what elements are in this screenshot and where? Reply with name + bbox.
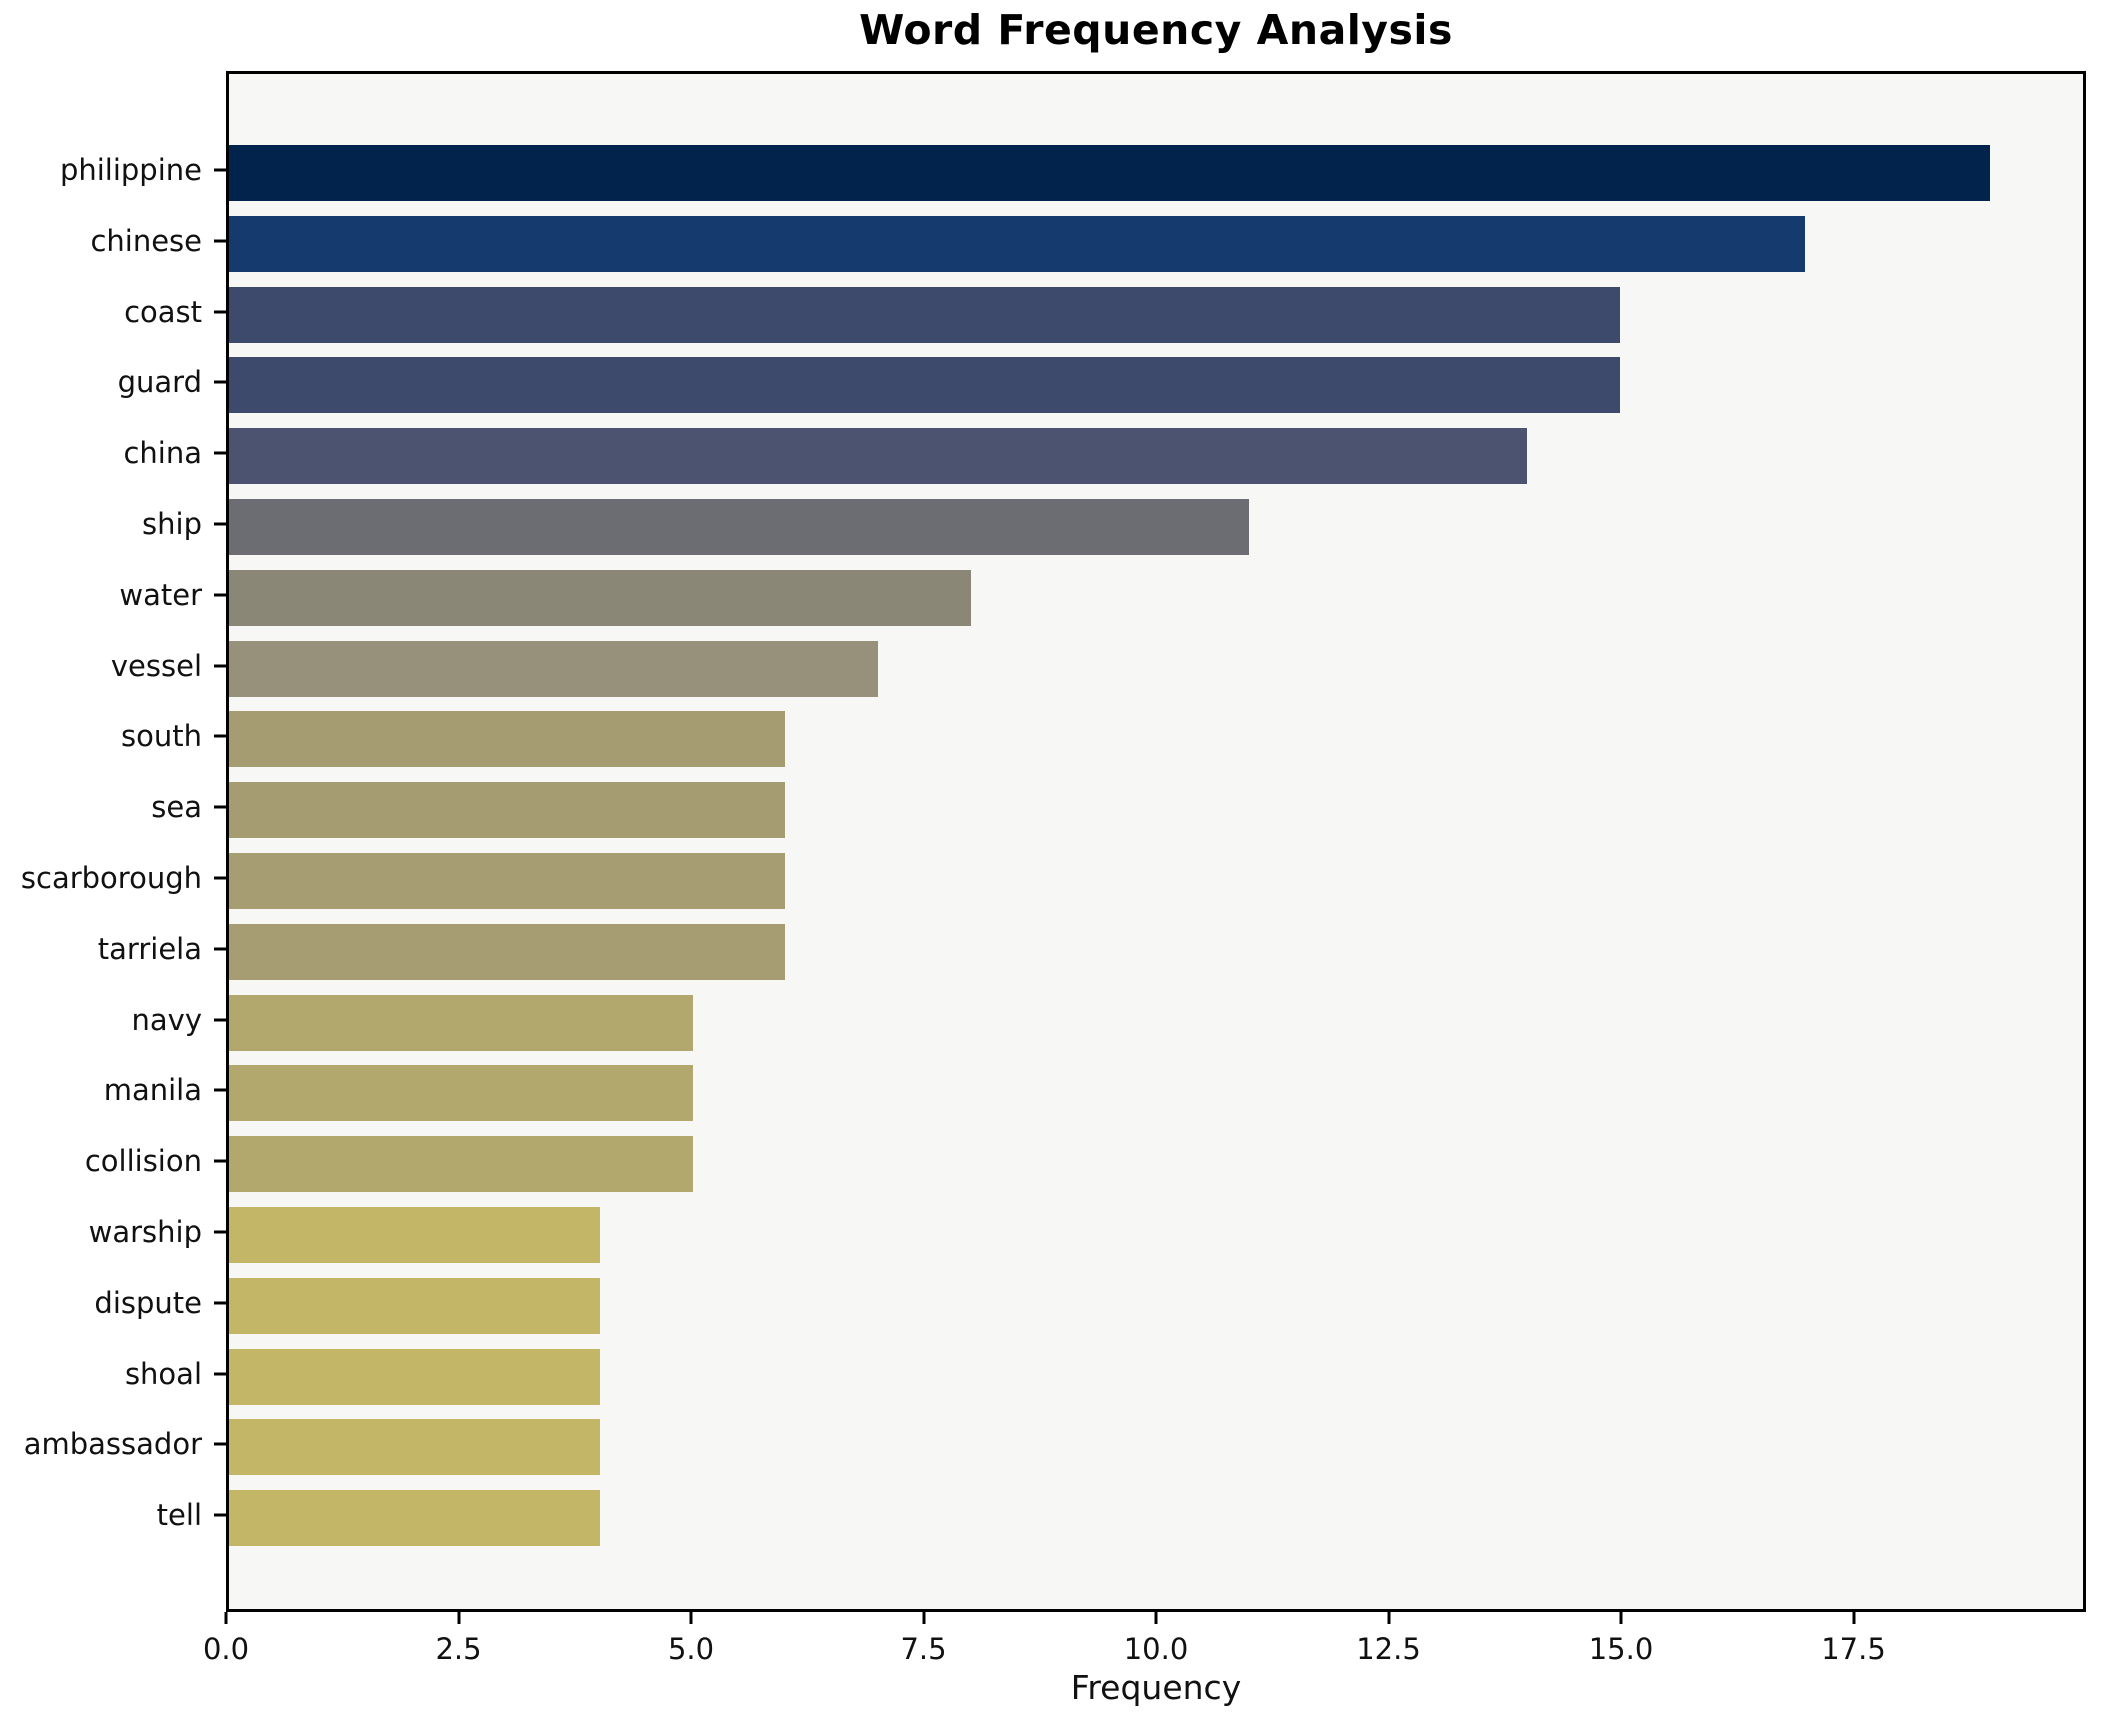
x-tick-mark xyxy=(457,1612,460,1624)
bar-tell xyxy=(229,1490,600,1547)
y-tick-label-ship: ship xyxy=(142,507,202,541)
bar-ambassador xyxy=(229,1419,600,1476)
y-tick-mark xyxy=(214,380,226,384)
y-tick-label-chinese: chinese xyxy=(90,223,202,258)
y-tick-mark xyxy=(214,310,226,314)
x-tick-mark xyxy=(224,1612,228,1624)
y-tick-mark xyxy=(214,1301,226,1305)
y-tick-label-manila: manila xyxy=(103,1073,202,1108)
y-tick-mark xyxy=(214,876,226,880)
bar-shoal xyxy=(229,1348,600,1405)
y-tick-label-vessel: vessel xyxy=(110,648,202,683)
y-tick-label-shoal: shoal xyxy=(124,1356,202,1391)
y-tick-label-coast: coast xyxy=(124,294,202,329)
y-tick-label-guard: guard xyxy=(117,365,202,400)
x-tick-mark xyxy=(1852,1612,1855,1624)
y-tick-mark xyxy=(214,734,226,738)
y-tick-label-tarriela: tarriela xyxy=(97,931,202,966)
y-tick-mark xyxy=(214,451,226,455)
x-axis-label: Frequency xyxy=(1070,1668,1242,1707)
y-tick-label-scarborough: scarborough xyxy=(20,861,202,895)
x-tick-mark xyxy=(922,1612,925,1624)
bar-ship xyxy=(229,499,1249,555)
y-tick-mark xyxy=(214,1230,226,1234)
y-tick-label-sea: sea xyxy=(151,790,202,825)
bar-warship xyxy=(229,1207,600,1263)
bar-dispute xyxy=(229,1277,600,1334)
y-tick-mark xyxy=(214,1442,226,1446)
y-tick-label-philippine: philippine xyxy=(59,153,202,187)
bar-scarborough xyxy=(229,853,786,909)
x-tick-label-15.0: 15.0 xyxy=(1588,1632,1654,1666)
bar-chinese xyxy=(229,215,1805,272)
y-tick-label-warship: warship xyxy=(88,1215,202,1249)
y-tick-mark xyxy=(214,1513,226,1517)
x-tick-label-12.5: 12.5 xyxy=(1356,1632,1421,1666)
x-tick-mark xyxy=(689,1612,693,1624)
bar-collision xyxy=(229,1136,693,1193)
y-tick-mark xyxy=(214,805,226,809)
y-tick-label-china: china xyxy=(123,436,202,471)
y-tick-mark xyxy=(214,947,226,951)
y-tick-mark xyxy=(214,593,226,597)
chart-title: Word Frequency Analysis xyxy=(859,6,1453,54)
y-tick-mark xyxy=(214,1088,226,1092)
x-tick-mark xyxy=(1387,1612,1390,1624)
y-tick-mark xyxy=(214,1018,226,1022)
bar-philippine xyxy=(229,145,1991,201)
y-tick-label-navy: navy xyxy=(131,1002,202,1037)
x-tick-label-10.0: 10.0 xyxy=(1123,1632,1189,1666)
x-tick-label-5.0: 5.0 xyxy=(667,1632,715,1666)
bar-coast xyxy=(229,286,1620,343)
y-tick-label-south: south xyxy=(121,719,202,754)
x-tick-mark xyxy=(1619,1612,1623,1624)
y-tick-label-tell: tell xyxy=(156,1498,202,1533)
y-tick-mark xyxy=(214,522,226,526)
y-tick-mark xyxy=(214,1372,226,1376)
x-tick-mark xyxy=(1154,1612,1158,1624)
x-tick-label-2.5: 2.5 xyxy=(435,1632,482,1666)
x-tick-label-17.5: 17.5 xyxy=(1821,1632,1886,1666)
y-tick-label-collision: collision xyxy=(84,1144,202,1179)
bar-south xyxy=(229,711,786,768)
bar-navy xyxy=(229,994,693,1051)
y-tick-label-water: water xyxy=(119,577,202,612)
y-tick-label-ambassador: ambassador xyxy=(23,1427,202,1462)
bar-tarriela xyxy=(229,923,786,980)
bar-china xyxy=(229,428,1527,485)
y-tick-label-dispute: dispute xyxy=(94,1285,202,1320)
bar-sea xyxy=(229,782,786,839)
y-tick-mark xyxy=(214,664,226,668)
y-tick-mark xyxy=(214,1159,226,1163)
x-tick-label-0.0: 0.0 xyxy=(202,1632,250,1666)
bar-manila xyxy=(229,1065,693,1122)
bar-vessel xyxy=(229,640,878,697)
bar-guard xyxy=(229,357,1620,414)
y-tick-mark xyxy=(214,239,226,243)
y-tick-mark xyxy=(214,168,226,172)
x-tick-label-7.5: 7.5 xyxy=(900,1632,947,1666)
plot-area xyxy=(226,71,2086,1612)
bar-water xyxy=(229,569,971,626)
